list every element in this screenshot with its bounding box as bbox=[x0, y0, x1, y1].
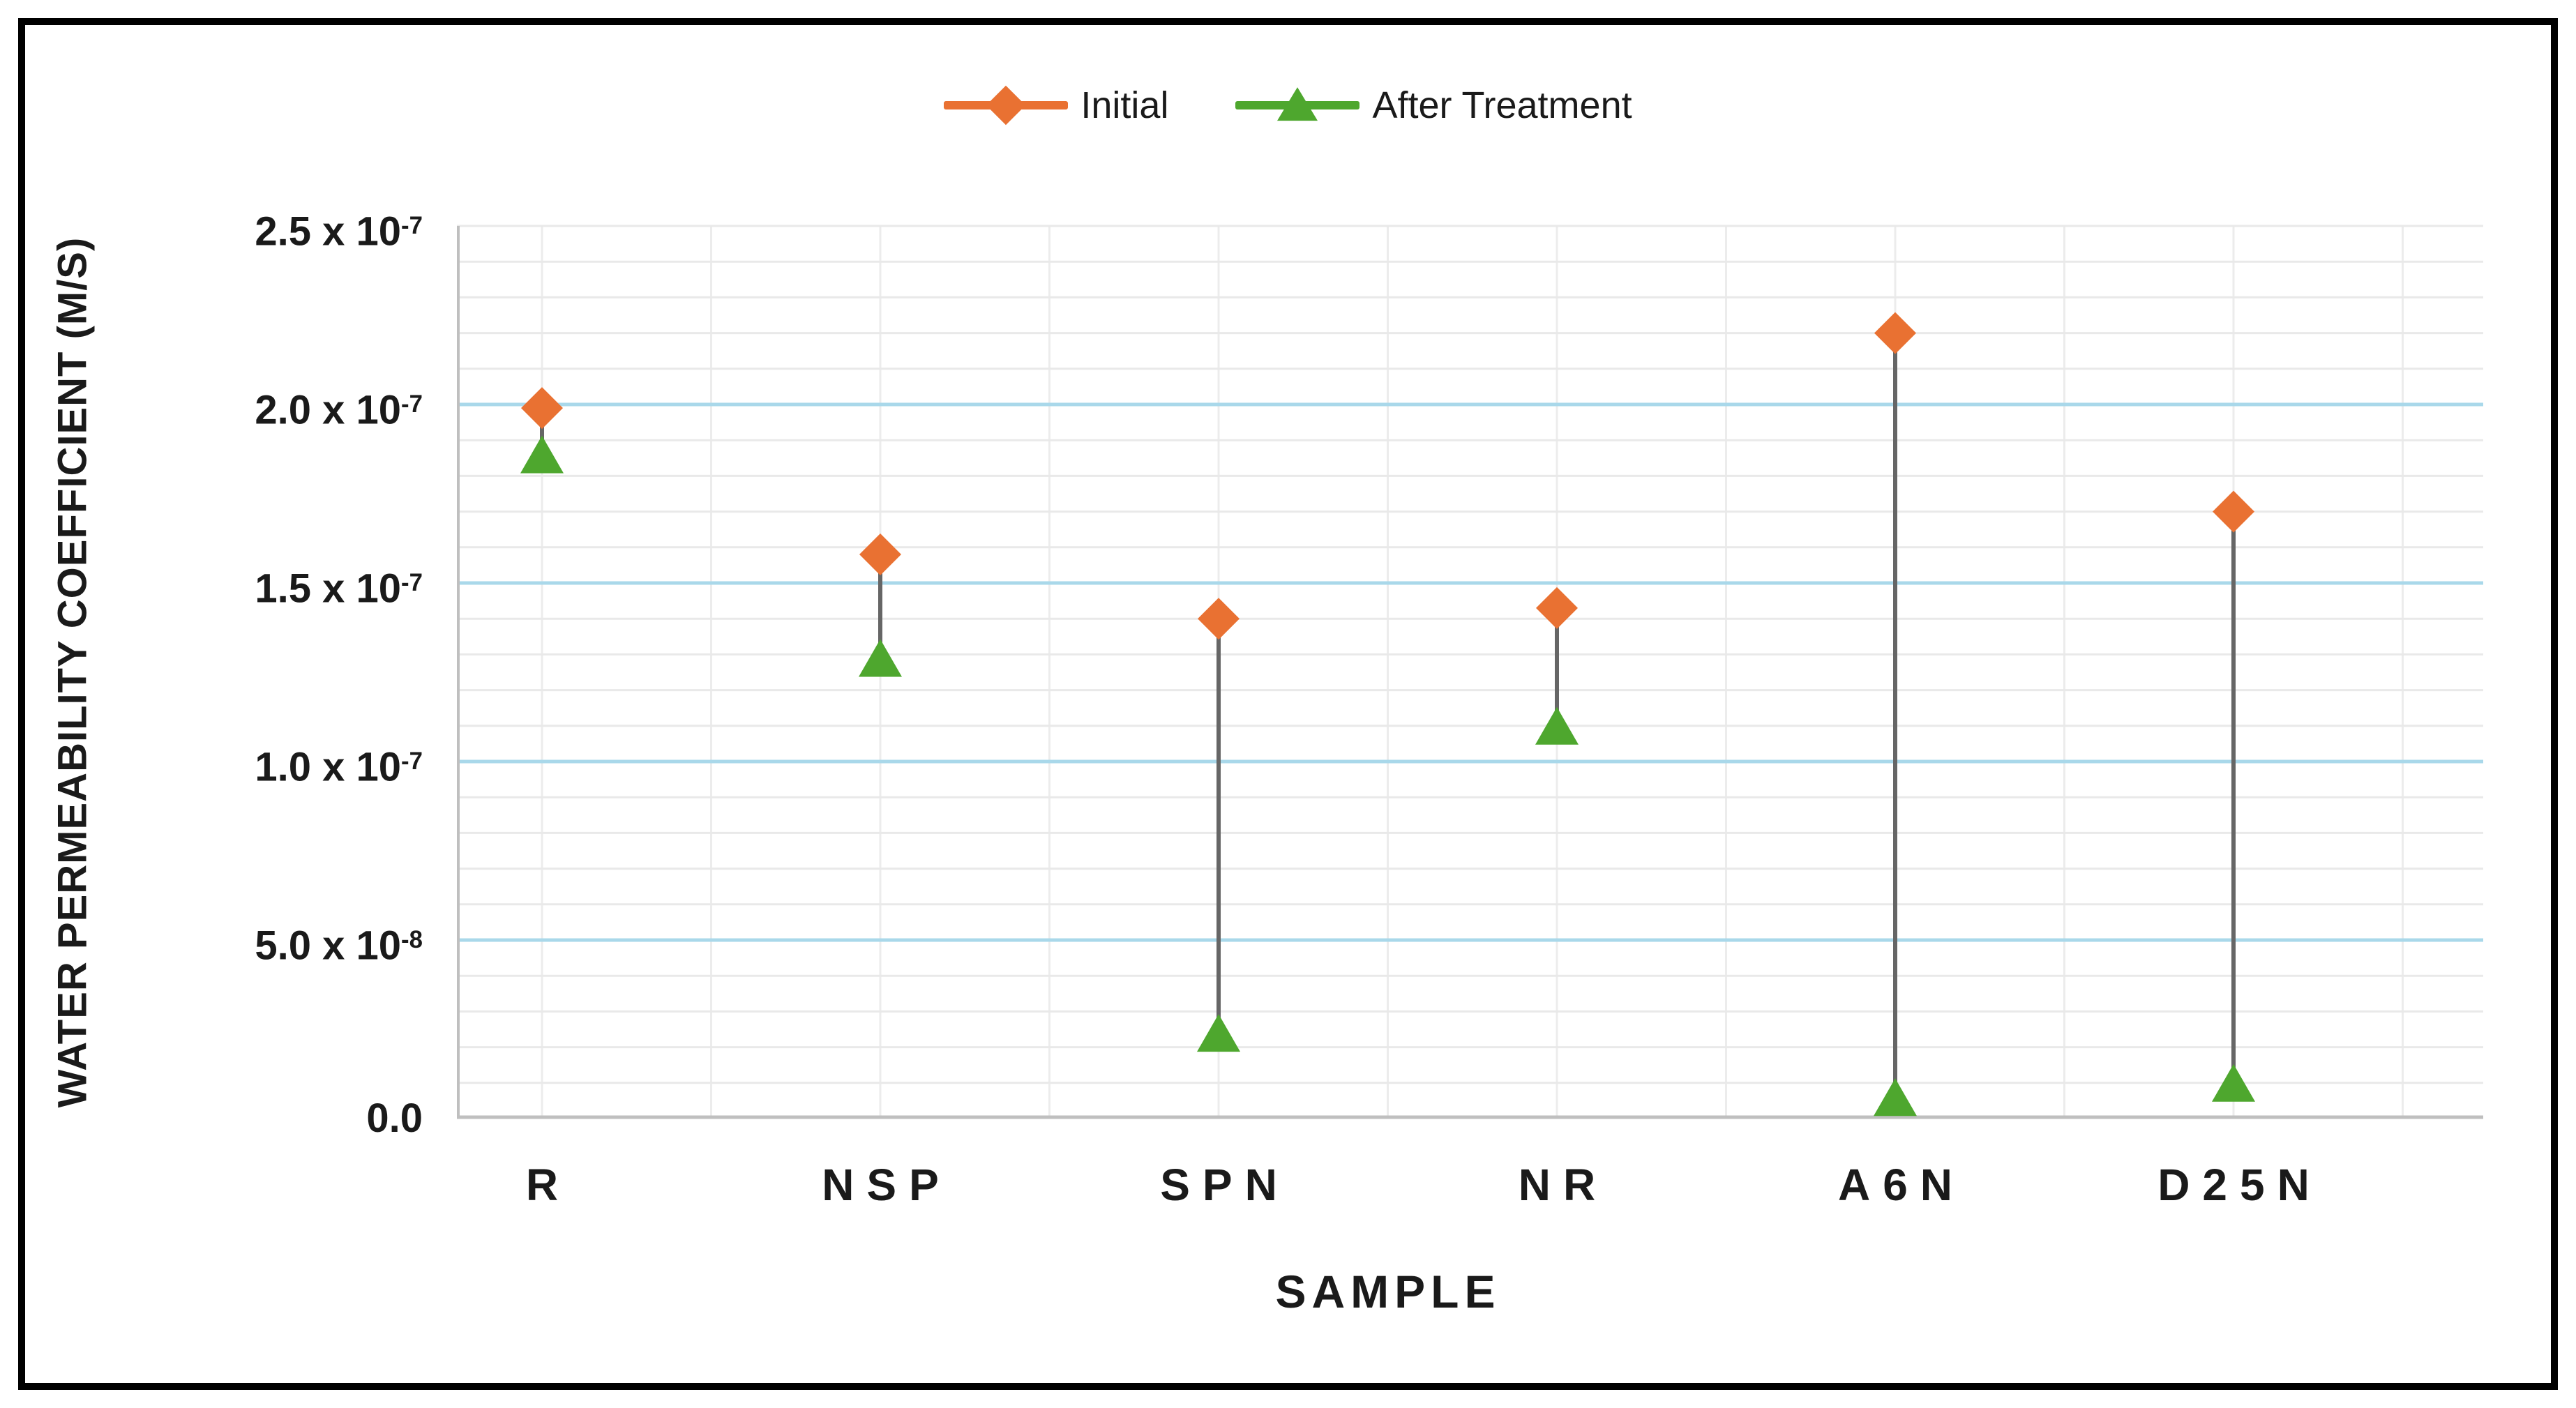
x-category-label-NSP: NSP bbox=[822, 1160, 951, 1210]
initial-marker-D25N bbox=[2213, 490, 2254, 533]
plot-area bbox=[457, 225, 2483, 1119]
y-axis-title: WATER PERMEABILITY COEFFICIENT (M/S) bbox=[50, 236, 96, 1108]
after-treatment-line-swatch bbox=[1235, 87, 1360, 121]
after-treatment-triangle-icon bbox=[1277, 87, 1318, 121]
after-treatment-marker-SPN bbox=[1197, 1014, 1240, 1052]
y-tick-label: 5.0 x 10-8 bbox=[255, 923, 423, 969]
legend: Initial After Treatment bbox=[0, 84, 2576, 126]
after-treatment-marker-A6N bbox=[1874, 1078, 1917, 1116]
y-tick-label: 0.0 bbox=[366, 1096, 423, 1141]
y-tick-label: 2.5 x 10-7 bbox=[255, 209, 423, 255]
legend-label-initial: Initial bbox=[1080, 84, 1169, 126]
initial-line-swatch bbox=[944, 85, 1069, 126]
after-treatment-marker-NR bbox=[1535, 706, 1579, 745]
initial-marker-SPN bbox=[1198, 598, 1240, 640]
initial-marker-NR bbox=[1536, 586, 1578, 629]
y-tick-label: 2.0 x 10-7 bbox=[255, 387, 423, 433]
y-tick-label: 1.0 x 10-7 bbox=[255, 744, 423, 790]
x-category-label-SPN: SPN bbox=[1160, 1160, 1290, 1210]
initial-marker-A6N bbox=[1874, 312, 1916, 354]
after-treatment-marker-NSP bbox=[859, 639, 902, 677]
chart-outer-border bbox=[18, 18, 2558, 1390]
x-axis-title: SAMPLE bbox=[1275, 1266, 1501, 1317]
y-tick-label: 1.5 x 10-7 bbox=[255, 566, 423, 612]
x-category-label-A6N: A6N bbox=[1837, 1160, 1966, 1210]
initial-marker-NSP bbox=[859, 533, 901, 576]
x-category-label-D25N: D25N bbox=[2157, 1160, 2322, 1210]
after-treatment-marker-D25N bbox=[2212, 1063, 2255, 1102]
initial-marker-R bbox=[521, 387, 563, 430]
initial-diamond-icon bbox=[986, 85, 1026, 126]
legend-label-after-treatment: After Treatment bbox=[1372, 84, 1632, 126]
legend-item-after-treatment: After Treatment bbox=[1235, 86, 1632, 124]
legend-item-initial: Initial bbox=[944, 84, 1169, 126]
x-category-label-NR: NR bbox=[1518, 1160, 1609, 1210]
x-category-label-R: R bbox=[525, 1160, 571, 1210]
after-treatment-marker-R bbox=[520, 435, 564, 474]
